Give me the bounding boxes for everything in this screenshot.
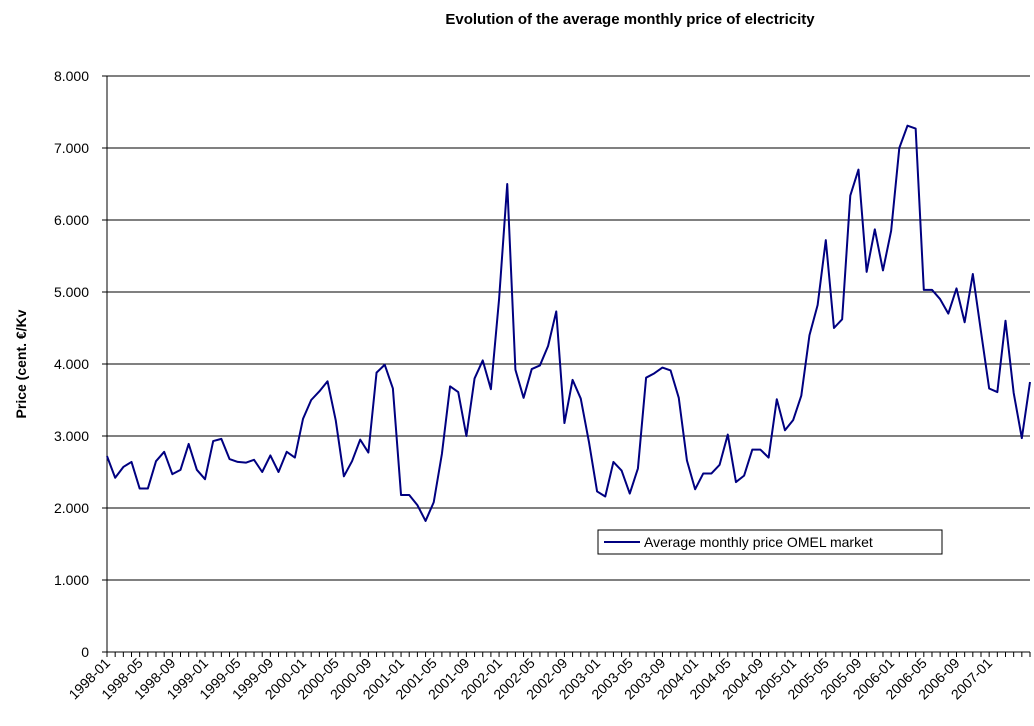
y-tick-label: 2.000 (54, 500, 89, 516)
y-tick-label: 3.000 (54, 428, 89, 444)
y-tick-label: 4.000 (54, 356, 89, 372)
legend-label: Average monthly price OMEL market (644, 534, 873, 550)
chart-title: Evolution of the average monthly price o… (445, 11, 815, 28)
y-tick-label: 1.000 (54, 572, 89, 588)
y-tick-label: 5.000 (54, 284, 89, 300)
y-axis-label: Price (cent. €/Kv (13, 309, 29, 418)
y-tick-label: 8.000 (54, 68, 89, 84)
line (106, 124, 1031, 522)
legend-box (597, 529, 943, 555)
y-tick-label: 7.000 (54, 140, 89, 156)
y-tick-label: 0 (81, 644, 89, 660)
y-tick-label: 6.000 (54, 212, 89, 228)
